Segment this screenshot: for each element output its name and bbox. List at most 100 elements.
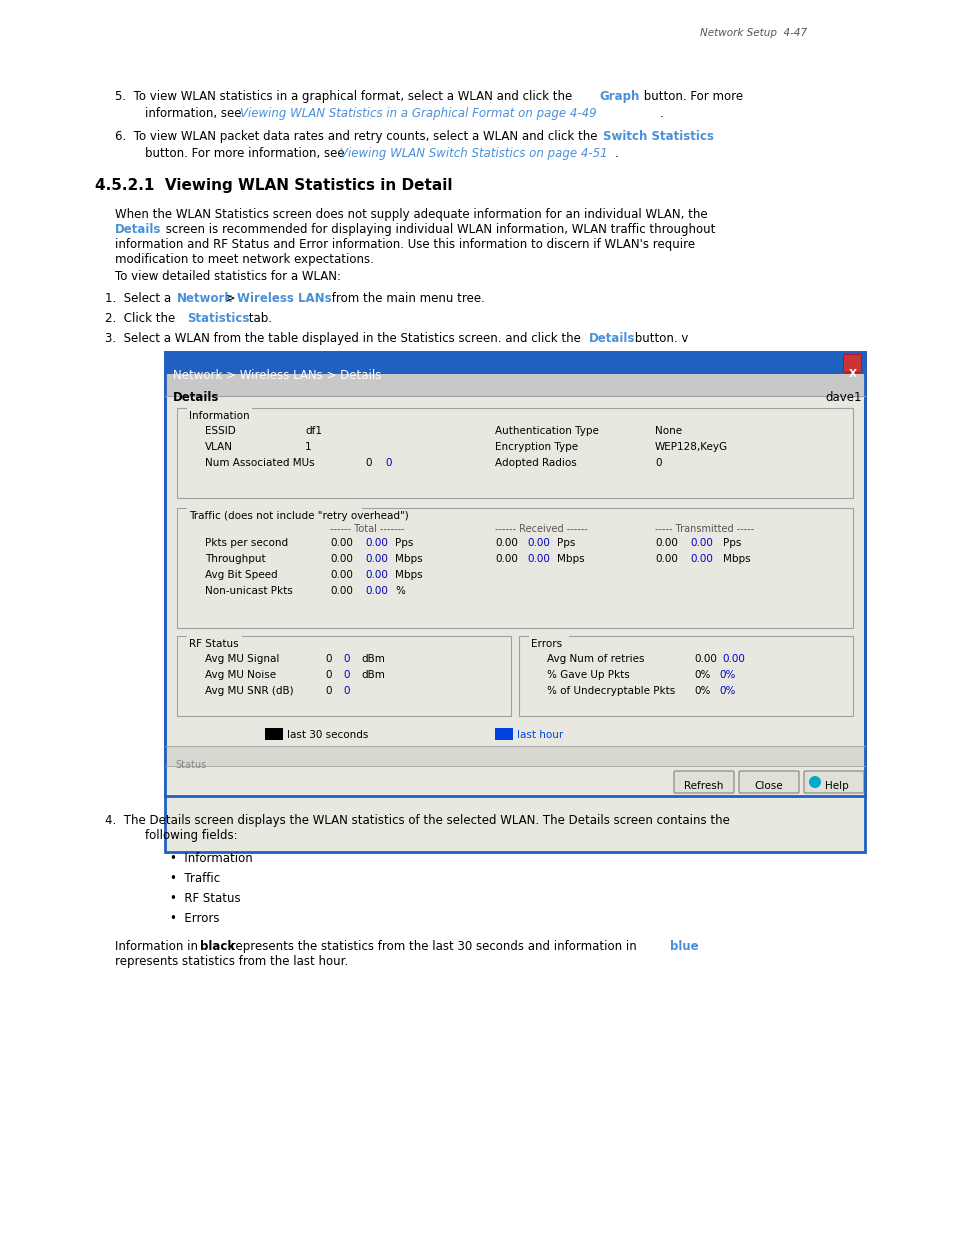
Text: 2.  Click the: 2. Click the (105, 312, 179, 325)
FancyBboxPatch shape (177, 508, 852, 629)
Text: Avg Num of retries: Avg Num of retries (546, 655, 644, 664)
Text: df1: df1 (305, 426, 322, 436)
Text: Encryption Type: Encryption Type (495, 442, 578, 452)
Text: .: . (659, 107, 663, 120)
Text: 0.00: 0.00 (365, 555, 388, 564)
FancyBboxPatch shape (518, 636, 852, 716)
Text: Refresh: Refresh (683, 781, 723, 790)
Text: Adopted Radios: Adopted Radios (495, 458, 577, 468)
Text: 0.00: 0.00 (655, 538, 678, 548)
Text: Information: Information (189, 411, 250, 421)
Text: last 30 seconds: last 30 seconds (287, 730, 368, 740)
Text: 0.00: 0.00 (365, 571, 388, 580)
Text: •  Errors: • Errors (170, 911, 219, 925)
Bar (265, 727, 283, 740)
Text: information, see: information, see (145, 107, 245, 120)
Text: Pps: Pps (722, 538, 740, 548)
Text: % of Undecryptable Pkts: % of Undecryptable Pkts (546, 685, 675, 697)
Text: None: None (655, 426, 681, 436)
Text: 0.00: 0.00 (655, 555, 678, 564)
Text: button. For more information, see: button. For more information, see (145, 147, 348, 161)
Text: blue: blue (669, 940, 698, 953)
Text: 0: 0 (325, 655, 331, 664)
Text: 0.00: 0.00 (689, 555, 712, 564)
Bar (165, 746, 864, 766)
Text: Throughput: Throughput (205, 555, 265, 564)
Text: Viewing WLAN Statistics in a Graphical Format on page 4-49: Viewing WLAN Statistics in a Graphical F… (240, 107, 596, 120)
Text: Pps: Pps (557, 538, 575, 548)
Text: Avg Bit Speed: Avg Bit Speed (205, 571, 277, 580)
Bar (165, 352, 864, 797)
Bar (165, 766, 864, 797)
Bar (165, 374, 864, 396)
Text: following fields:: following fields: (145, 829, 237, 842)
Text: from the main menu tree.: from the main menu tree. (328, 291, 484, 305)
Text: Details: Details (115, 224, 161, 236)
Text: Mbps: Mbps (395, 555, 422, 564)
Text: •  Information: • Information (170, 852, 253, 864)
Text: 0.00: 0.00 (721, 655, 744, 664)
Text: Information in: Information in (115, 940, 201, 953)
Text: 0: 0 (655, 458, 660, 468)
Text: %: % (395, 585, 404, 597)
Text: modification to meet network expectations.: modification to meet network expectation… (115, 253, 374, 266)
FancyBboxPatch shape (803, 771, 863, 793)
FancyBboxPatch shape (673, 771, 733, 793)
Circle shape (808, 776, 821, 788)
Text: X: X (848, 369, 856, 379)
Text: Authentication Type: Authentication Type (495, 426, 598, 436)
Text: dBm: dBm (360, 655, 384, 664)
Text: WEP128,KeyG: WEP128,KeyG (655, 442, 727, 452)
Bar (187, 404, 252, 416)
Text: Errors: Errors (531, 638, 561, 650)
Text: button. For more: button. For more (639, 90, 742, 103)
Text: 0: 0 (343, 655, 349, 664)
Text: Network Setup  4-47: Network Setup 4-47 (700, 28, 806, 38)
Text: 0: 0 (325, 671, 331, 680)
Text: Avg MU Signal: Avg MU Signal (205, 655, 279, 664)
Text: Statistics: Statistics (187, 312, 249, 325)
Text: 0.00: 0.00 (693, 655, 716, 664)
Text: Mbps: Mbps (722, 555, 750, 564)
Bar (495, 727, 513, 740)
Text: 1: 1 (305, 442, 312, 452)
Text: % Gave Up Pkts: % Gave Up Pkts (546, 671, 629, 680)
Text: 0%: 0% (719, 671, 735, 680)
Text: Help: Help (824, 781, 848, 790)
Text: 0.00: 0.00 (365, 585, 388, 597)
Bar (165, 352, 864, 852)
Text: 6.  To view WLAN packet data rates and retry counts, select a WLAN and click the: 6. To view WLAN packet data rates and re… (115, 130, 600, 143)
Text: Mbps: Mbps (557, 555, 584, 564)
Bar (529, 632, 568, 643)
Text: 0.00: 0.00 (495, 555, 517, 564)
Text: Details: Details (588, 332, 635, 345)
Text: Graph: Graph (598, 90, 639, 103)
Text: dave1: dave1 (824, 391, 861, 404)
Text: 0.00: 0.00 (330, 538, 353, 548)
Text: 4.  The Details screen displays the WLAN statistics of the selected WLAN. The De: 4. The Details screen displays the WLAN … (105, 814, 729, 827)
Text: black: black (200, 940, 234, 953)
Text: 0%: 0% (693, 671, 710, 680)
Text: 0: 0 (385, 458, 391, 468)
Text: VLAN: VLAN (205, 442, 233, 452)
Text: 0.00: 0.00 (526, 555, 549, 564)
Text: 0: 0 (343, 671, 349, 680)
Text: Switch Statistics: Switch Statistics (602, 130, 713, 143)
Text: ------ Total -------: ------ Total ------- (330, 524, 404, 534)
Text: 0: 0 (365, 458, 371, 468)
Text: 0%: 0% (693, 685, 710, 697)
Text: 0.00: 0.00 (526, 538, 549, 548)
Text: 0%: 0% (719, 685, 735, 697)
Text: 4.5.2.1  Viewing WLAN Statistics in Detail: 4.5.2.1 Viewing WLAN Statistics in Detai… (95, 178, 452, 193)
Text: ------ Received ------: ------ Received ------ (495, 524, 587, 534)
Text: RF Status: RF Status (189, 638, 238, 650)
Text: 0: 0 (325, 685, 331, 697)
Text: Close: Close (754, 781, 782, 790)
Text: Avg MU SNR (dB): Avg MU SNR (dB) (205, 685, 294, 697)
Text: Non-unicast Pkts: Non-unicast Pkts (205, 585, 293, 597)
Text: Avg MU Noise: Avg MU Noise (205, 671, 275, 680)
Bar (187, 632, 242, 643)
Text: represents statistics from the last hour.: represents statistics from the last hour… (115, 955, 348, 968)
Text: When the WLAN Statistics screen does not supply adequate information for an indi: When the WLAN Statistics screen does not… (115, 207, 707, 221)
FancyBboxPatch shape (177, 408, 852, 498)
